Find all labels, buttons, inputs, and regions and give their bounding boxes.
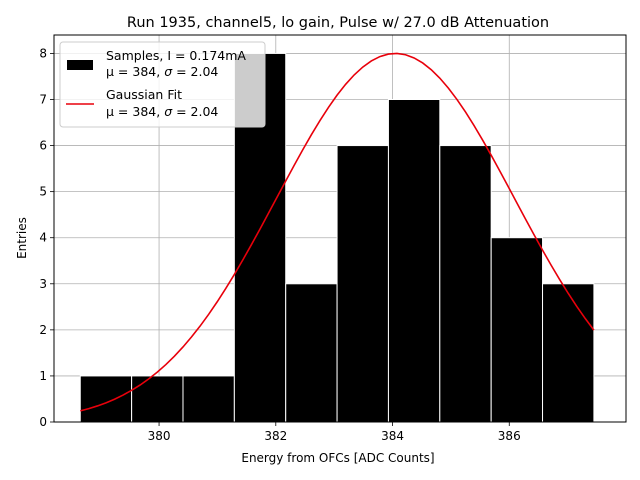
- histogram-bar: [79, 375, 133, 423]
- legend-fit-line1: Gaussian Fit: [106, 87, 182, 102]
- x-tick-label: 384: [381, 429, 404, 443]
- y-tick-label: 0: [39, 415, 47, 429]
- histogram-bar: [336, 145, 389, 423]
- y-tick-label: 7: [39, 93, 47, 107]
- legend-samples-swatch: [67, 60, 93, 70]
- histogram-bar: [131, 375, 184, 423]
- histogram-bar: [490, 237, 544, 423]
- gaussian-fit-layer: [80, 52, 595, 412]
- y-tick-label: 1: [39, 369, 47, 383]
- legend-fit-line2: μ = 384, σ = 2.04: [106, 104, 218, 119]
- plot-frame: [53, 34, 627, 423]
- x-tick-label: 380: [148, 429, 171, 443]
- y-tick-label: 4: [39, 231, 47, 245]
- histogram-bar: [182, 375, 235, 423]
- legend-box: [59, 41, 266, 128]
- y-axis-label: Entries: [15, 217, 29, 259]
- legend: Samples, I = 0.174mA μ = 384, σ = 2.04 G…: [59, 41, 266, 128]
- histogram-bar: [542, 283, 595, 423]
- y-tick-label: 8: [39, 46, 47, 60]
- histogram-bar: [439, 145, 492, 423]
- x-tick-label: 386: [498, 429, 521, 443]
- y-tick-label: 3: [39, 277, 47, 291]
- y-tick-label: 6: [39, 139, 47, 153]
- legend-samples-line1: Samples, I = 0.174mA: [106, 48, 246, 63]
- chart-title: Run 1935, channel5, lo gain, Pulse w/ 27…: [127, 15, 549, 31]
- y-tick-label: 2: [39, 323, 47, 337]
- axis-ticks: 380 382 384 386 0 1 2 3 4 5 6 7 8: [39, 46, 520, 443]
- histogram-bar: [285, 283, 338, 423]
- legend-samples-line2: μ = 384, σ = 2.04: [106, 64, 218, 79]
- x-axis-label: Energy from OFCs [ADC Counts]: [241, 451, 434, 465]
- y-tick-label: 5: [39, 185, 47, 199]
- gaussian-fit-line: [80, 52, 595, 412]
- x-tick-label: 382: [264, 429, 287, 443]
- histogram-bar: [387, 99, 441, 423]
